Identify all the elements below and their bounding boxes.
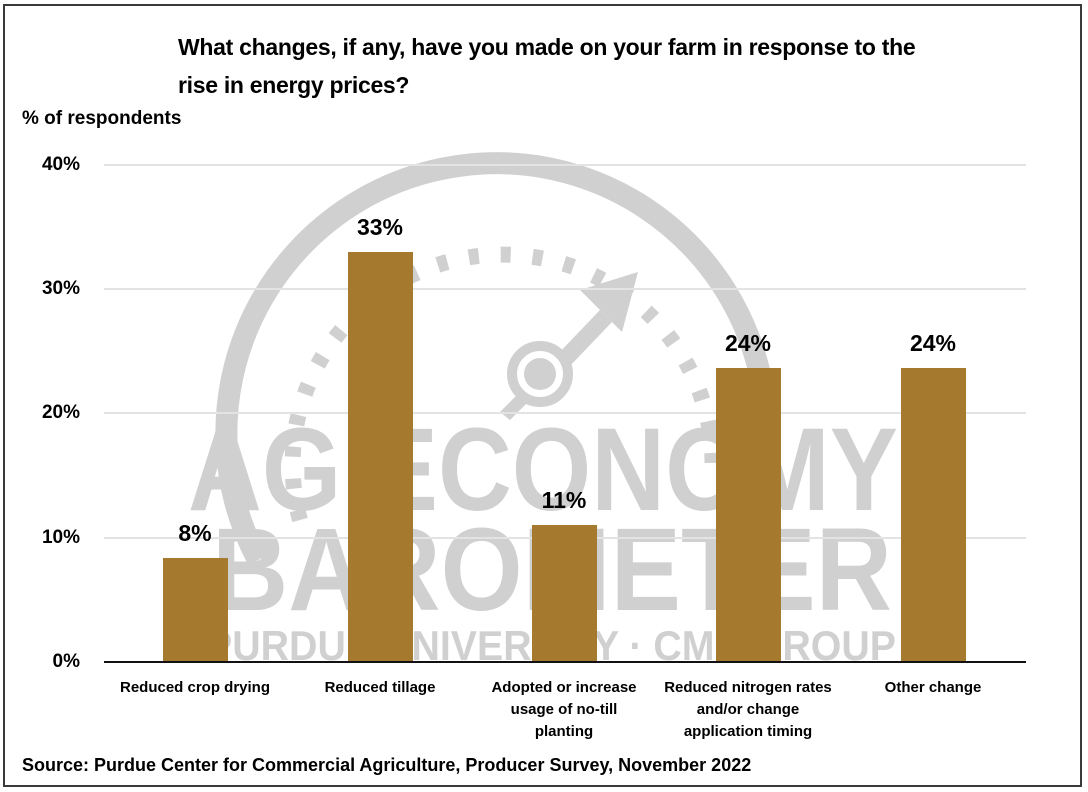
y-tick-0: 0% — [52, 651, 80, 672]
gridline-30 — [104, 288, 1026, 290]
bar-value-label: 24% — [909, 330, 957, 356]
chart-title-line-1: What changes, if any, have you made on y… — [178, 34, 916, 60]
bar-value-label: 11% — [541, 487, 587, 513]
source-note: Source: Purdue Center for Commercial Agr… — [22, 755, 752, 775]
x-category-label: Reduced nitrogen rates and/or change appli… — [664, 679, 832, 740]
y-tick-10: 10% — [41, 527, 80, 548]
chart-title: What changes, if any, have you made on y… — [178, 28, 1038, 104]
y-tick-20: 20% — [41, 402, 80, 423]
x-category-label: Reduced tillage — [324, 679, 436, 696]
chart-title-line-2: rise in energy prices? — [178, 72, 410, 98]
bar-value-label: 8% — [178, 520, 212, 546]
x-category-label: Other change — [884, 679, 982, 696]
y-axis-label: % of respondents — [22, 108, 182, 129]
bar-5 — [901, 368, 966, 662]
bar-value-label: 33% — [356, 214, 404, 240]
gridline-20 — [104, 412, 1026, 414]
bar-4 — [716, 368, 781, 662]
x-axis-line — [104, 661, 1026, 663]
bar-1 — [163, 558, 228, 662]
x-category-label: Reduced crop drying — [119, 679, 271, 696]
y-tick-30: 30% — [41, 278, 80, 299]
gridline-40 — [104, 164, 1026, 166]
y-tick-40: 40% — [41, 154, 80, 175]
bar-2 — [348, 252, 413, 662]
x-category-label: Adopted or increase usage of no-till plant… — [491, 679, 637, 740]
bar-value-label: 24% — [724, 330, 772, 356]
bar-3 — [532, 525, 597, 662]
